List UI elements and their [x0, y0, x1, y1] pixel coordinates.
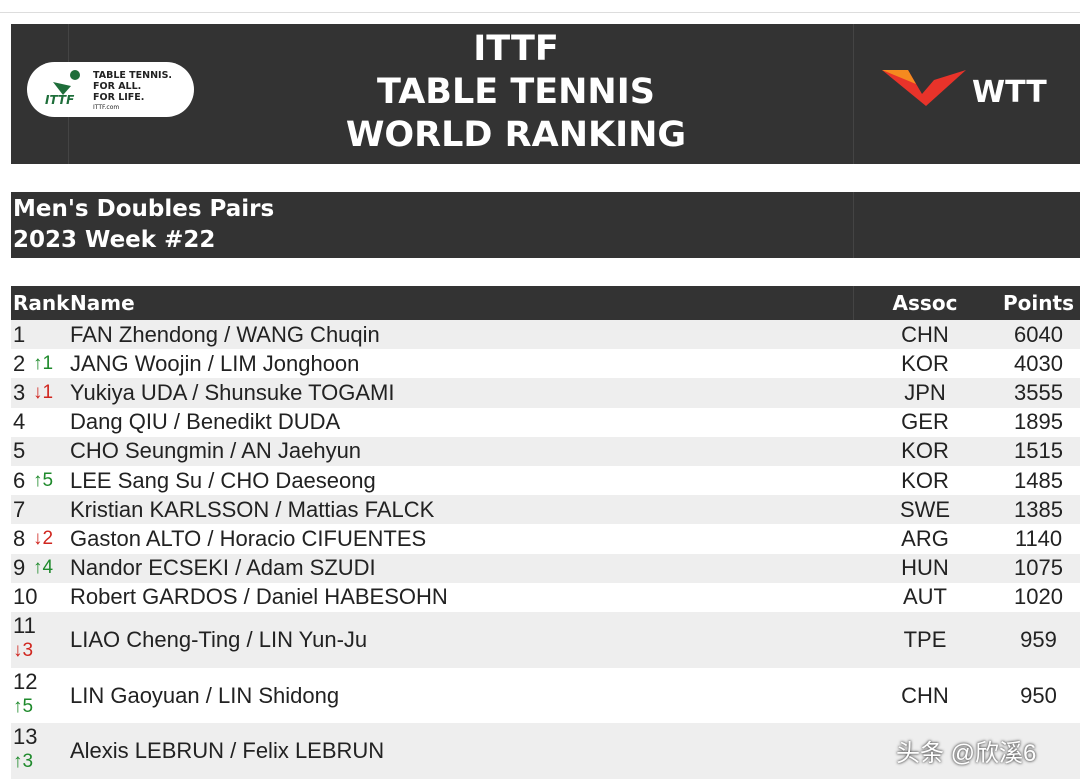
ittf-logo: ITTF TABLE TENNIS. FOR ALL. FOR LIFE. IT… — [27, 62, 194, 117]
rank: 11 — [13, 613, 36, 638]
ittf-mark: ITTF — [45, 93, 75, 107]
table-header — [11, 286, 1080, 320]
rank-change: ↓3 — [13, 640, 34, 661]
subheader-line: 2023 Week #22 — [13, 227, 216, 253]
table-row: 10 Robert GARDOS / Daniel HABESOHN AUT 1020 — [11, 582, 1080, 612]
assoc: JPN — [904, 379, 946, 405]
player-names: LEE Sang Su / CHO Daeseong — [70, 467, 376, 493]
logo-line: FOR ALL. — [93, 81, 142, 92]
points: 4030 — [1014, 350, 1063, 376]
column-header: Rank — [13, 291, 70, 315]
column-header: Assoc — [892, 291, 958, 315]
points: 3555 — [1014, 379, 1063, 405]
rank: 3 — [13, 379, 26, 405]
player-names: CHO Seungmin / AN Jaehyun — [70, 438, 362, 464]
assoc: ARG — [901, 525, 949, 551]
assoc: KOR — [901, 438, 949, 464]
table-row: 7 Kristian KARLSSON / Mattias FALCK SWE 138… — [11, 495, 1080, 525]
points: 1515 — [1014, 438, 1063, 464]
title-line: TABLE TENNIS — [377, 72, 655, 112]
column-header: Name — [70, 291, 135, 315]
divider — [853, 192, 854, 258]
assoc: CHN — [901, 682, 949, 708]
assoc: GER — [901, 409, 949, 435]
rank-change: ↑3 — [13, 751, 34, 773]
table-row: 12 ↑5 LIN Gaoyuan / LIN Shidong CHN 950 — [11, 667, 1080, 724]
player-names: FAN Zhendong / WANG Chuqin — [70, 321, 380, 347]
table-row: 6 ↑5 LEE Sang Su / CHO Daeseong KOR 1485 — [11, 466, 1080, 496]
rank: 12 — [13, 668, 38, 694]
table-row: 8 ↓2 Gaston ALTO / Horacio CIFUENTES ARG 114… — [11, 524, 1080, 554]
points: 1140 — [1014, 525, 1063, 551]
player-names: Robert GARDOS / Daniel HABESOHN — [70, 584, 448, 610]
logo-line: FOR LIFE. — [93, 92, 145, 103]
logo-line: TABLE TENNIS. — [93, 70, 173, 81]
rank: 4 — [13, 409, 26, 435]
points: 959 — [1020, 626, 1057, 652]
column-header: Points — [1003, 291, 1074, 315]
assoc: KOR — [901, 467, 949, 493]
divider — [853, 286, 854, 320]
rank: 5 — [13, 438, 26, 464]
table-row: 5 CHO Seungmin / AN Jaehyun KOR 1515 — [11, 436, 1080, 466]
points: 1385 — [1014, 496, 1063, 522]
assoc: AUT — [903, 584, 947, 610]
player-names: Nandor ECSEKI / Adam SZUDI — [70, 555, 376, 581]
points: 1075 — [1014, 555, 1063, 581]
wtt-logo: WTT — [882, 70, 1047, 110]
player-names: Gaston ALTO / Horacio CIFUENTES — [70, 525, 427, 551]
title-line: ITTF — [473, 29, 559, 69]
player-names: JANG Woojin / LIM Jonghoon — [70, 350, 360, 376]
rank: 13 — [13, 724, 38, 750]
rank-change: ↑1 — [33, 352, 54, 374]
table-row: 9 ↑4 Nandor ECSEKI / Adam SZUDI HUN 1075 — [11, 553, 1080, 583]
subheader-line: Men's Doubles Pairs — [13, 196, 275, 222]
points: 950 — [1020, 682, 1057, 708]
points: 1020 — [1014, 584, 1063, 610]
rank-change: ↑5 — [13, 695, 34, 717]
watermark: 头条 @欣溪6 — [896, 740, 1037, 767]
wtt-text: WTT — [972, 75, 1047, 110]
rank: 1 — [13, 321, 26, 347]
table-row: 2 ↑1 JANG Woojin / LIM Jonghoon KOR 4030 — [11, 349, 1080, 379]
table-row: 11 ↓3 LIAO Cheng-Ting / LIN Yun-Ju TPE 959 — [11, 612, 1080, 668]
table-row: 13 ↑3 Alexis LEBRUN / Felix LEBRUN — [11, 723, 1080, 780]
rank: 10 — [13, 584, 38, 610]
rank-change: ↓1 — [33, 381, 54, 403]
rank: 6 — [13, 467, 26, 493]
subheader: Men's Doubles Pairs 2023 Week #22 — [13, 194, 274, 256]
points: 6040 — [1014, 321, 1063, 347]
table-row: 4 Dang QIU / Benedikt DUDA GER 1895 — [11, 407, 1080, 437]
ittf-icon: ITTF — [45, 70, 80, 107]
assoc: CHN — [901, 321, 949, 347]
table-row: 3 ↓1 Yukiya UDA / Shunsuke TOGAMI JPN 3555 — [11, 378, 1080, 408]
player-names: LIAO Cheng-Ting / LIN Yun-Ju — [70, 626, 368, 652]
points: 1895 — [1014, 409, 1063, 435]
assoc: KOR — [901, 350, 949, 376]
title-line: WORLD RANKING — [345, 115, 687, 155]
table-row: 1 FAN Zhendong / WANG Chuqin CHN 6040 — [11, 320, 1080, 350]
divider — [853, 24, 854, 164]
player-names: Dang QIU / Benedikt DUDA — [70, 409, 341, 435]
assoc: SWE — [899, 496, 951, 522]
rank-change: ↓2 — [33, 527, 54, 549]
rank: 9 — [13, 555, 26, 581]
player-names: LIN Gaoyuan / LIN Shidong — [70, 682, 340, 708]
top-rule — [0, 12, 1080, 13]
points: 1485 — [1014, 467, 1063, 493]
rank: 2 — [13, 350, 26, 376]
rank-change: ↑4 — [33, 557, 54, 579]
assoc: HUN — [901, 555, 949, 581]
rank-change: ↑5 — [33, 469, 54, 491]
rank: 8 — [13, 525, 26, 551]
player-names: Kristian KARLSSON / Mattias FALCK — [70, 496, 435, 522]
subheader-band — [11, 192, 1080, 258]
logo-site: ITTF.com — [93, 104, 120, 111]
title: ITTF TABLE TENNIS WORLD RANKING — [300, 28, 732, 157]
player-names: Alexis LEBRUN / Felix LEBRUN — [70, 738, 385, 764]
player-names: Yukiya UDA / Shunsuke TOGAMI — [70, 379, 395, 405]
assoc: TPE — [903, 626, 947, 652]
rank: 7 — [13, 496, 26, 522]
